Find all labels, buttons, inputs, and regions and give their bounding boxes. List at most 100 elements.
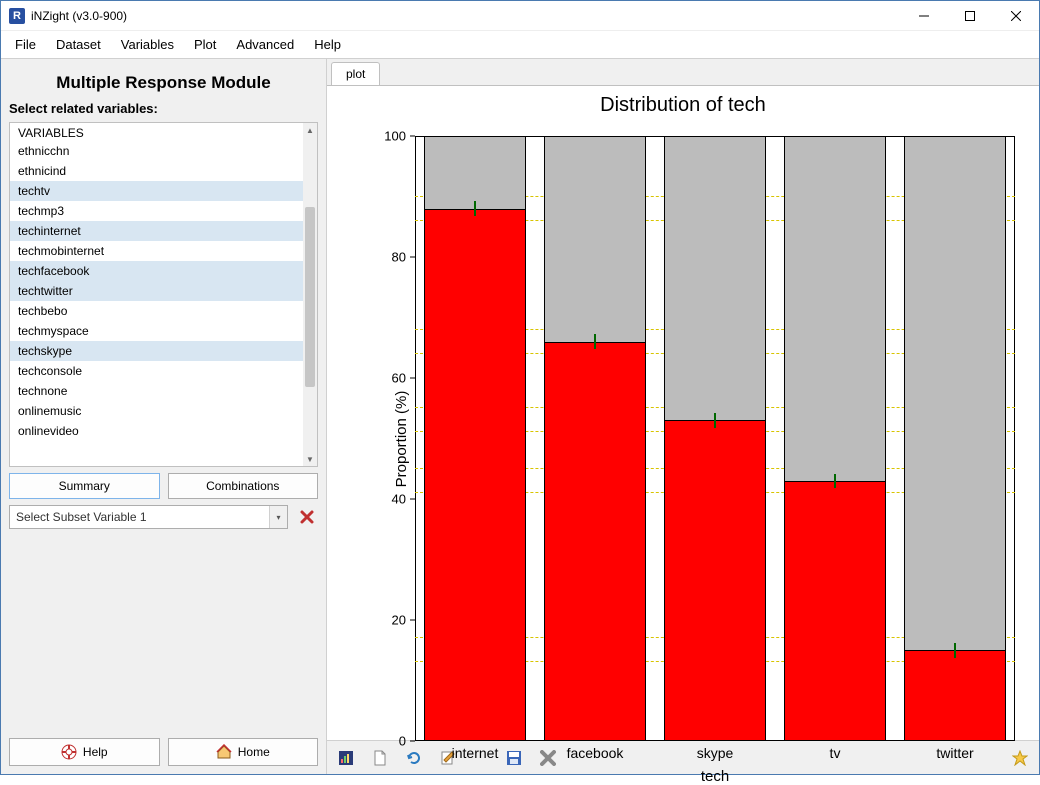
ci-mark (834, 474, 836, 489)
subset-combo[interactable]: Select Subset Variable 1 ▾ (9, 505, 288, 529)
sidebar: Multiple Response Module Select related … (1, 59, 327, 774)
menu-variables[interactable]: Variables (111, 31, 184, 58)
variables-header: VARIABLES (10, 123, 317, 140)
x-axis-label: tech (415, 768, 1015, 785)
help-button[interactable]: Help (9, 738, 160, 766)
variable-item[interactable]: techinternet (10, 221, 303, 241)
bar-foreground (544, 342, 646, 741)
chart: Proportion (%) tech 020406080100internet… (415, 136, 1015, 741)
body: Multiple Response Module Select related … (1, 59, 1039, 774)
new-doc-button[interactable] (371, 749, 389, 767)
y-tick: 40 (392, 492, 415, 507)
app-icon: R (9, 8, 25, 24)
menu-dataset[interactable]: Dataset (46, 31, 111, 58)
y-tick: 80 (392, 250, 415, 265)
bar-group (904, 136, 1006, 741)
variables-scrollbar[interactable]: ▲ ▼ (303, 123, 317, 466)
subset-row: Select Subset Variable 1 ▾ (9, 505, 318, 529)
ci-mark (474, 201, 476, 216)
document-icon (372, 750, 388, 766)
clear-subset-button[interactable] (296, 506, 318, 528)
variable-item[interactable]: onlinemusic (10, 401, 303, 421)
refresh-icon (406, 750, 422, 766)
menubar: FileDatasetVariablesPlotAdvancedHelp (1, 31, 1039, 59)
home-button[interactable]: Home (168, 738, 319, 766)
variable-item[interactable]: techskype (10, 341, 303, 361)
star-button[interactable] (1011, 749, 1029, 767)
close-button[interactable] (993, 1, 1039, 31)
minimize-button[interactable] (901, 1, 947, 31)
app-window: R iNZight (v3.0-900) FileDatasetVariable… (0, 0, 1040, 775)
y-tick: 0 (399, 734, 415, 749)
bar-foreground (784, 481, 886, 741)
menu-advanced[interactable]: Advanced (226, 31, 304, 58)
subset-combo-text: Select Subset Variable 1 (10, 510, 269, 524)
home-icon (216, 744, 232, 760)
bar-group (424, 136, 526, 741)
scroll-track[interactable] (303, 137, 317, 452)
new-plot-icon (338, 750, 354, 766)
menu-file[interactable]: File (5, 31, 46, 58)
tabstrip: plot (327, 59, 1039, 85)
variable-item[interactable]: technone (10, 381, 303, 401)
ci-mark (714, 413, 716, 428)
bar-foreground (904, 650, 1006, 741)
bar-foreground (664, 420, 766, 741)
refresh-button[interactable] (405, 749, 423, 767)
plot-area: Distribution of tech Proportion (%) tech… (327, 85, 1039, 740)
bar-group (784, 136, 886, 741)
bottom-button-row: Help Home (9, 738, 318, 766)
x-category-label: internet (452, 745, 499, 761)
x-category-label: tv (830, 745, 841, 761)
x-grey-icon (540, 750, 556, 766)
maximize-icon (965, 11, 975, 21)
variables-list[interactable]: ethnicchnethnicindtechtvtechmp3techinter… (10, 141, 303, 466)
summary-button[interactable]: Summary (9, 473, 160, 499)
plot-pane: plot Distribution of tech Proportion (%)… (327, 59, 1039, 774)
combinations-button[interactable]: Combinations (168, 473, 319, 499)
maximize-button[interactable] (947, 1, 993, 31)
close-icon (1011, 11, 1021, 21)
variables-pane: VARIABLES ethnicchnethnicindtechtvtechmp… (9, 122, 318, 467)
variable-item[interactable]: ethnicchn (10, 141, 303, 161)
variable-item[interactable]: techmp3 (10, 201, 303, 221)
scroll-thumb[interactable] (305, 207, 315, 387)
menu-plot[interactable]: Plot (184, 31, 226, 58)
variable-item[interactable]: techconsole (10, 361, 303, 381)
variable-item[interactable]: techtwitter (10, 281, 303, 301)
home-button-label: Home (238, 745, 270, 759)
help-button-label: Help (83, 745, 108, 759)
button-row: Summary Combinations (9, 473, 318, 499)
bar-foreground (424, 209, 526, 741)
scroll-down-icon[interactable]: ▼ (303, 452, 317, 466)
variable-item[interactable]: ethnicind (10, 161, 303, 181)
variable-item[interactable]: techbebo (10, 301, 303, 321)
save-button[interactable] (505, 749, 523, 767)
star-icon (1012, 750, 1028, 766)
plot-title: Distribution of tech (327, 94, 1039, 117)
titlebar: R iNZight (v3.0-900) (1, 1, 1039, 31)
y-tick: 100 (384, 129, 415, 144)
variable-item[interactable]: techmobinternet (10, 241, 303, 261)
ci-mark (594, 334, 596, 349)
scroll-up-icon[interactable]: ▲ (303, 123, 317, 137)
menu-help[interactable]: Help (304, 31, 351, 58)
bar-group (544, 136, 646, 741)
variable-item[interactable]: onlinevideo (10, 421, 303, 441)
x-category-label: twitter (936, 745, 973, 761)
chevron-down-icon[interactable]: ▾ (269, 506, 287, 528)
section-label: Select related variables: (9, 101, 318, 116)
window-title: iNZight (v3.0-900) (31, 9, 127, 23)
x-category-label: facebook (567, 745, 624, 761)
y-tick: 60 (392, 371, 415, 386)
variable-item[interactable]: techfacebook (10, 261, 303, 281)
delete-button[interactable] (539, 749, 557, 767)
new-plot-button[interactable] (337, 749, 355, 767)
variable-item[interactable]: techmyspace (10, 321, 303, 341)
variable-item[interactable]: techtv (10, 181, 303, 201)
tab-plot[interactable]: plot (331, 62, 380, 86)
x-category-label: skype (697, 745, 734, 761)
minimize-icon (919, 11, 929, 21)
module-title: Multiple Response Module (9, 67, 318, 95)
y-axis-label: Proportion (%) (393, 390, 410, 487)
